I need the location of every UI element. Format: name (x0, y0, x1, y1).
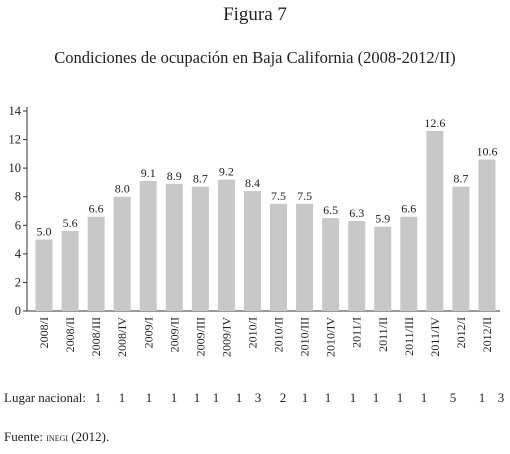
rank-value: 1 (420, 390, 428, 405)
bar-value-label: 9.1 (141, 166, 156, 180)
x-category-label: 2009/I (141, 317, 155, 348)
source-suffix: (2012). (68, 429, 110, 444)
rank-value: 1 (235, 390, 243, 405)
rank-value: 1 (372, 390, 380, 405)
bar (452, 186, 470, 311)
bar (217, 179, 235, 311)
rank-row-label: Lugar nacional: (4, 390, 86, 405)
bar (191, 186, 209, 311)
source-org: inegi (46, 432, 69, 444)
bar (348, 221, 366, 311)
bar-value-label: 8.4 (245, 176, 260, 190)
bar-value-label: 9.2 (219, 165, 234, 179)
y-tick-label: 12 (9, 133, 22, 147)
x-category-label: 2009/IV (219, 317, 233, 357)
y-tick-label: 6 (15, 218, 21, 232)
rank-value: 1 (170, 390, 178, 405)
x-category-label: 2009/II (167, 317, 181, 352)
bar-value-label: 8.7 (193, 172, 208, 186)
y-tick-label: 8 (15, 190, 21, 204)
x-category-label: 2010/I (245, 317, 259, 348)
x-category-label: 2011/I (350, 317, 364, 348)
bar-value-label: 10.6 (476, 145, 497, 159)
rank-value: 3 (497, 390, 505, 405)
bar (87, 216, 105, 311)
bar (296, 203, 314, 311)
bar (243, 191, 261, 311)
x-category-label: 2008/I (37, 317, 51, 348)
x-category-label: 2011/IV (428, 317, 442, 357)
source-note: Fuente: inegi (2012). (4, 429, 109, 445)
bar-value-label: 6.6 (89, 202, 104, 216)
x-category-label: 2009/III (193, 317, 207, 356)
bar (270, 203, 288, 311)
rank-value: 1 (396, 390, 404, 405)
bar (374, 226, 392, 311)
rank-value: 1 (212, 390, 220, 405)
source-prefix: Fuente: (4, 429, 47, 444)
rank-value: 1 (193, 390, 201, 405)
rank-value: 1 (94, 390, 102, 405)
bar-value-label: 7.5 (297, 189, 312, 203)
bar (61, 231, 79, 311)
rank-value: 5 (449, 390, 457, 405)
x-category-label: 2012/II (480, 317, 494, 352)
rank-value: 1 (118, 390, 126, 405)
rank-value: 1 (301, 390, 309, 405)
x-category-label: 2012/I (454, 317, 468, 348)
bar-chart: 0 2 4 6 8 10 12 14 5.0 2008/I 5.6 2008/II 6.6 2008/II… (9, 104, 500, 357)
y-tick-label: 10 (9, 161, 22, 175)
y-tick-label: 0 (15, 304, 21, 318)
bar-value-label: 6.6 (401, 202, 416, 216)
bar-value-label: 5.9 (375, 212, 390, 226)
bar (322, 218, 340, 311)
chart-title: Condiciones de ocupación en Baja Califor… (54, 48, 456, 67)
x-category-label: 2010/IV (324, 317, 338, 357)
bar-value-label: 5.6 (63, 216, 78, 230)
bar-value-label: 6.5 (323, 203, 338, 217)
x-category-label: 2008/II (63, 317, 77, 352)
rank-value: 1 (349, 390, 357, 405)
rank-value: 3 (254, 390, 262, 405)
bar-value-label: 5.0 (37, 225, 52, 239)
x-category-label: 2010/II (272, 317, 286, 352)
figure-label: Figura 7 (223, 4, 287, 25)
bar-value-label: 8.9 (167, 169, 182, 183)
bar (426, 131, 444, 311)
x-category-label: 2008/IV (115, 317, 129, 357)
bar-value-label: 12.6 (424, 116, 445, 130)
x-category-label: 2011/III (402, 317, 416, 356)
rank-value: 1 (145, 390, 153, 405)
bar (165, 183, 183, 311)
rank-value: 2 (279, 390, 287, 405)
bar (113, 196, 131, 311)
bar-value-label: 7.5 (271, 189, 286, 203)
bar-value-label: 8.0 (115, 182, 130, 196)
x-category-label: 2010/III (298, 317, 312, 356)
y-tick-label: 14 (9, 104, 22, 118)
bar (139, 181, 157, 311)
bar-value-label: 8.7 (453, 172, 468, 186)
y-tick-label: 2 (15, 275, 21, 289)
bar (400, 216, 418, 311)
rank-value: 1 (478, 390, 486, 405)
bar (478, 159, 496, 311)
x-category-label: 2011/II (376, 317, 390, 352)
bar-value-label: 6.3 (349, 206, 364, 220)
x-category-label: 2008/III (89, 317, 103, 356)
bar (35, 239, 53, 311)
y-tick-label: 4 (15, 247, 22, 261)
rank-value: 1 (324, 390, 332, 405)
